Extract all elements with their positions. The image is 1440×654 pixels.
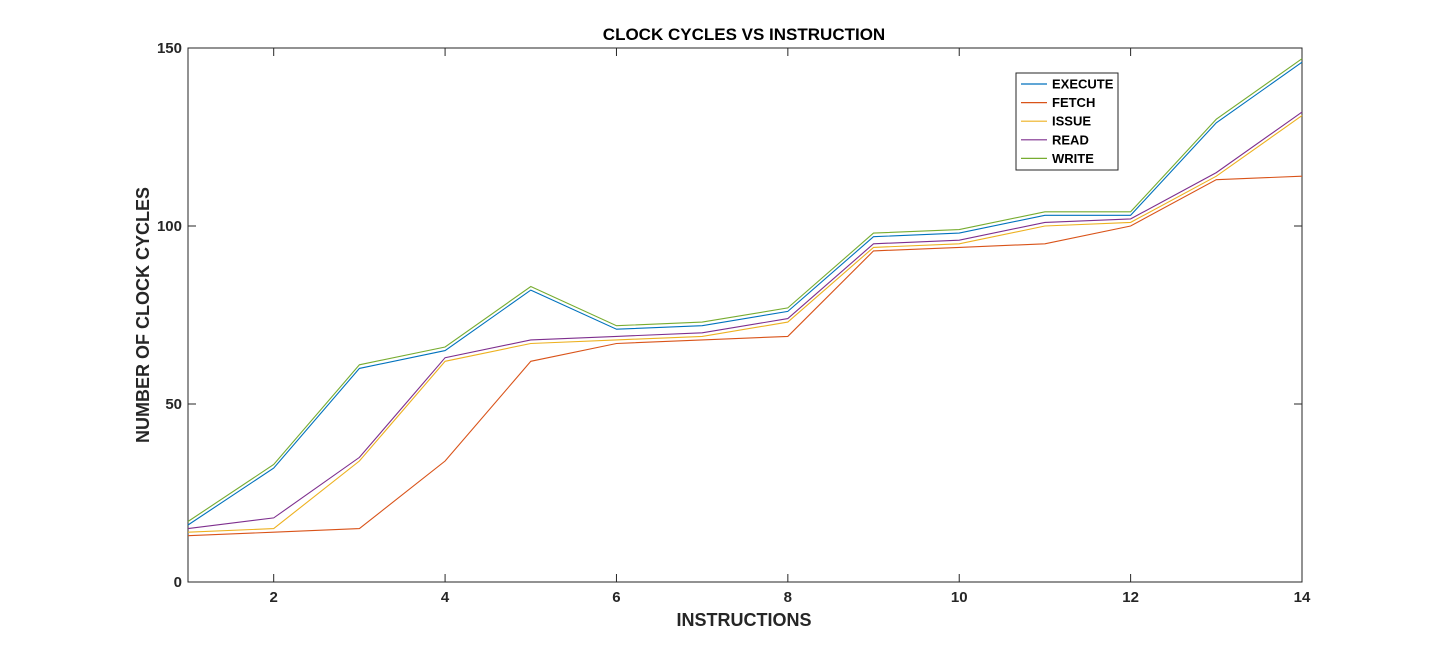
y-axis-title: NUMBER OF CLOCK CYCLES bbox=[133, 187, 153, 443]
x-tick-label: 2 bbox=[270, 589, 278, 606]
series-line-issue bbox=[187, 115, 1303, 533]
legend-label-issue: ISSUE bbox=[1052, 114, 1091, 129]
x-tick-label: 8 bbox=[784, 589, 792, 606]
ticks-layer: 2 4 6 8 10 12 14 0 50 100 150 bbox=[157, 40, 1311, 606]
series-line-fetch bbox=[187, 175, 1303, 537]
y-tick-label: 50 bbox=[165, 396, 182, 413]
series-line-execute bbox=[187, 61, 1303, 526]
y-tick-label: 150 bbox=[157, 40, 182, 57]
y-tick-label: 0 bbox=[174, 574, 182, 591]
chart-title: CLOCK CYCLES VS INSTRUCTION bbox=[603, 25, 885, 44]
legend: EXECUTE FETCH ISSUE READ WRITE bbox=[1015, 72, 1119, 171]
legend-label-read: READ bbox=[1052, 132, 1089, 147]
x-axis-title: INSTRUCTIONS bbox=[677, 610, 812, 630]
x-tick-label: 6 bbox=[612, 589, 620, 606]
legend-label-write: WRITE bbox=[1052, 151, 1094, 166]
y-tick-label: 100 bbox=[157, 218, 182, 235]
x-tick-label: 14 bbox=[1294, 589, 1311, 606]
legend-label-execute: EXECUTE bbox=[1052, 77, 1114, 92]
x-tick-label: 4 bbox=[441, 589, 450, 606]
series-line-read bbox=[187, 111, 1303, 530]
x-tick-label: 12 bbox=[1122, 589, 1139, 606]
series-line-write bbox=[187, 58, 1303, 522]
legend-label-fetch: FETCH bbox=[1052, 95, 1095, 110]
x-tick-label: 10 bbox=[951, 589, 968, 606]
series-layer bbox=[187, 58, 1303, 537]
